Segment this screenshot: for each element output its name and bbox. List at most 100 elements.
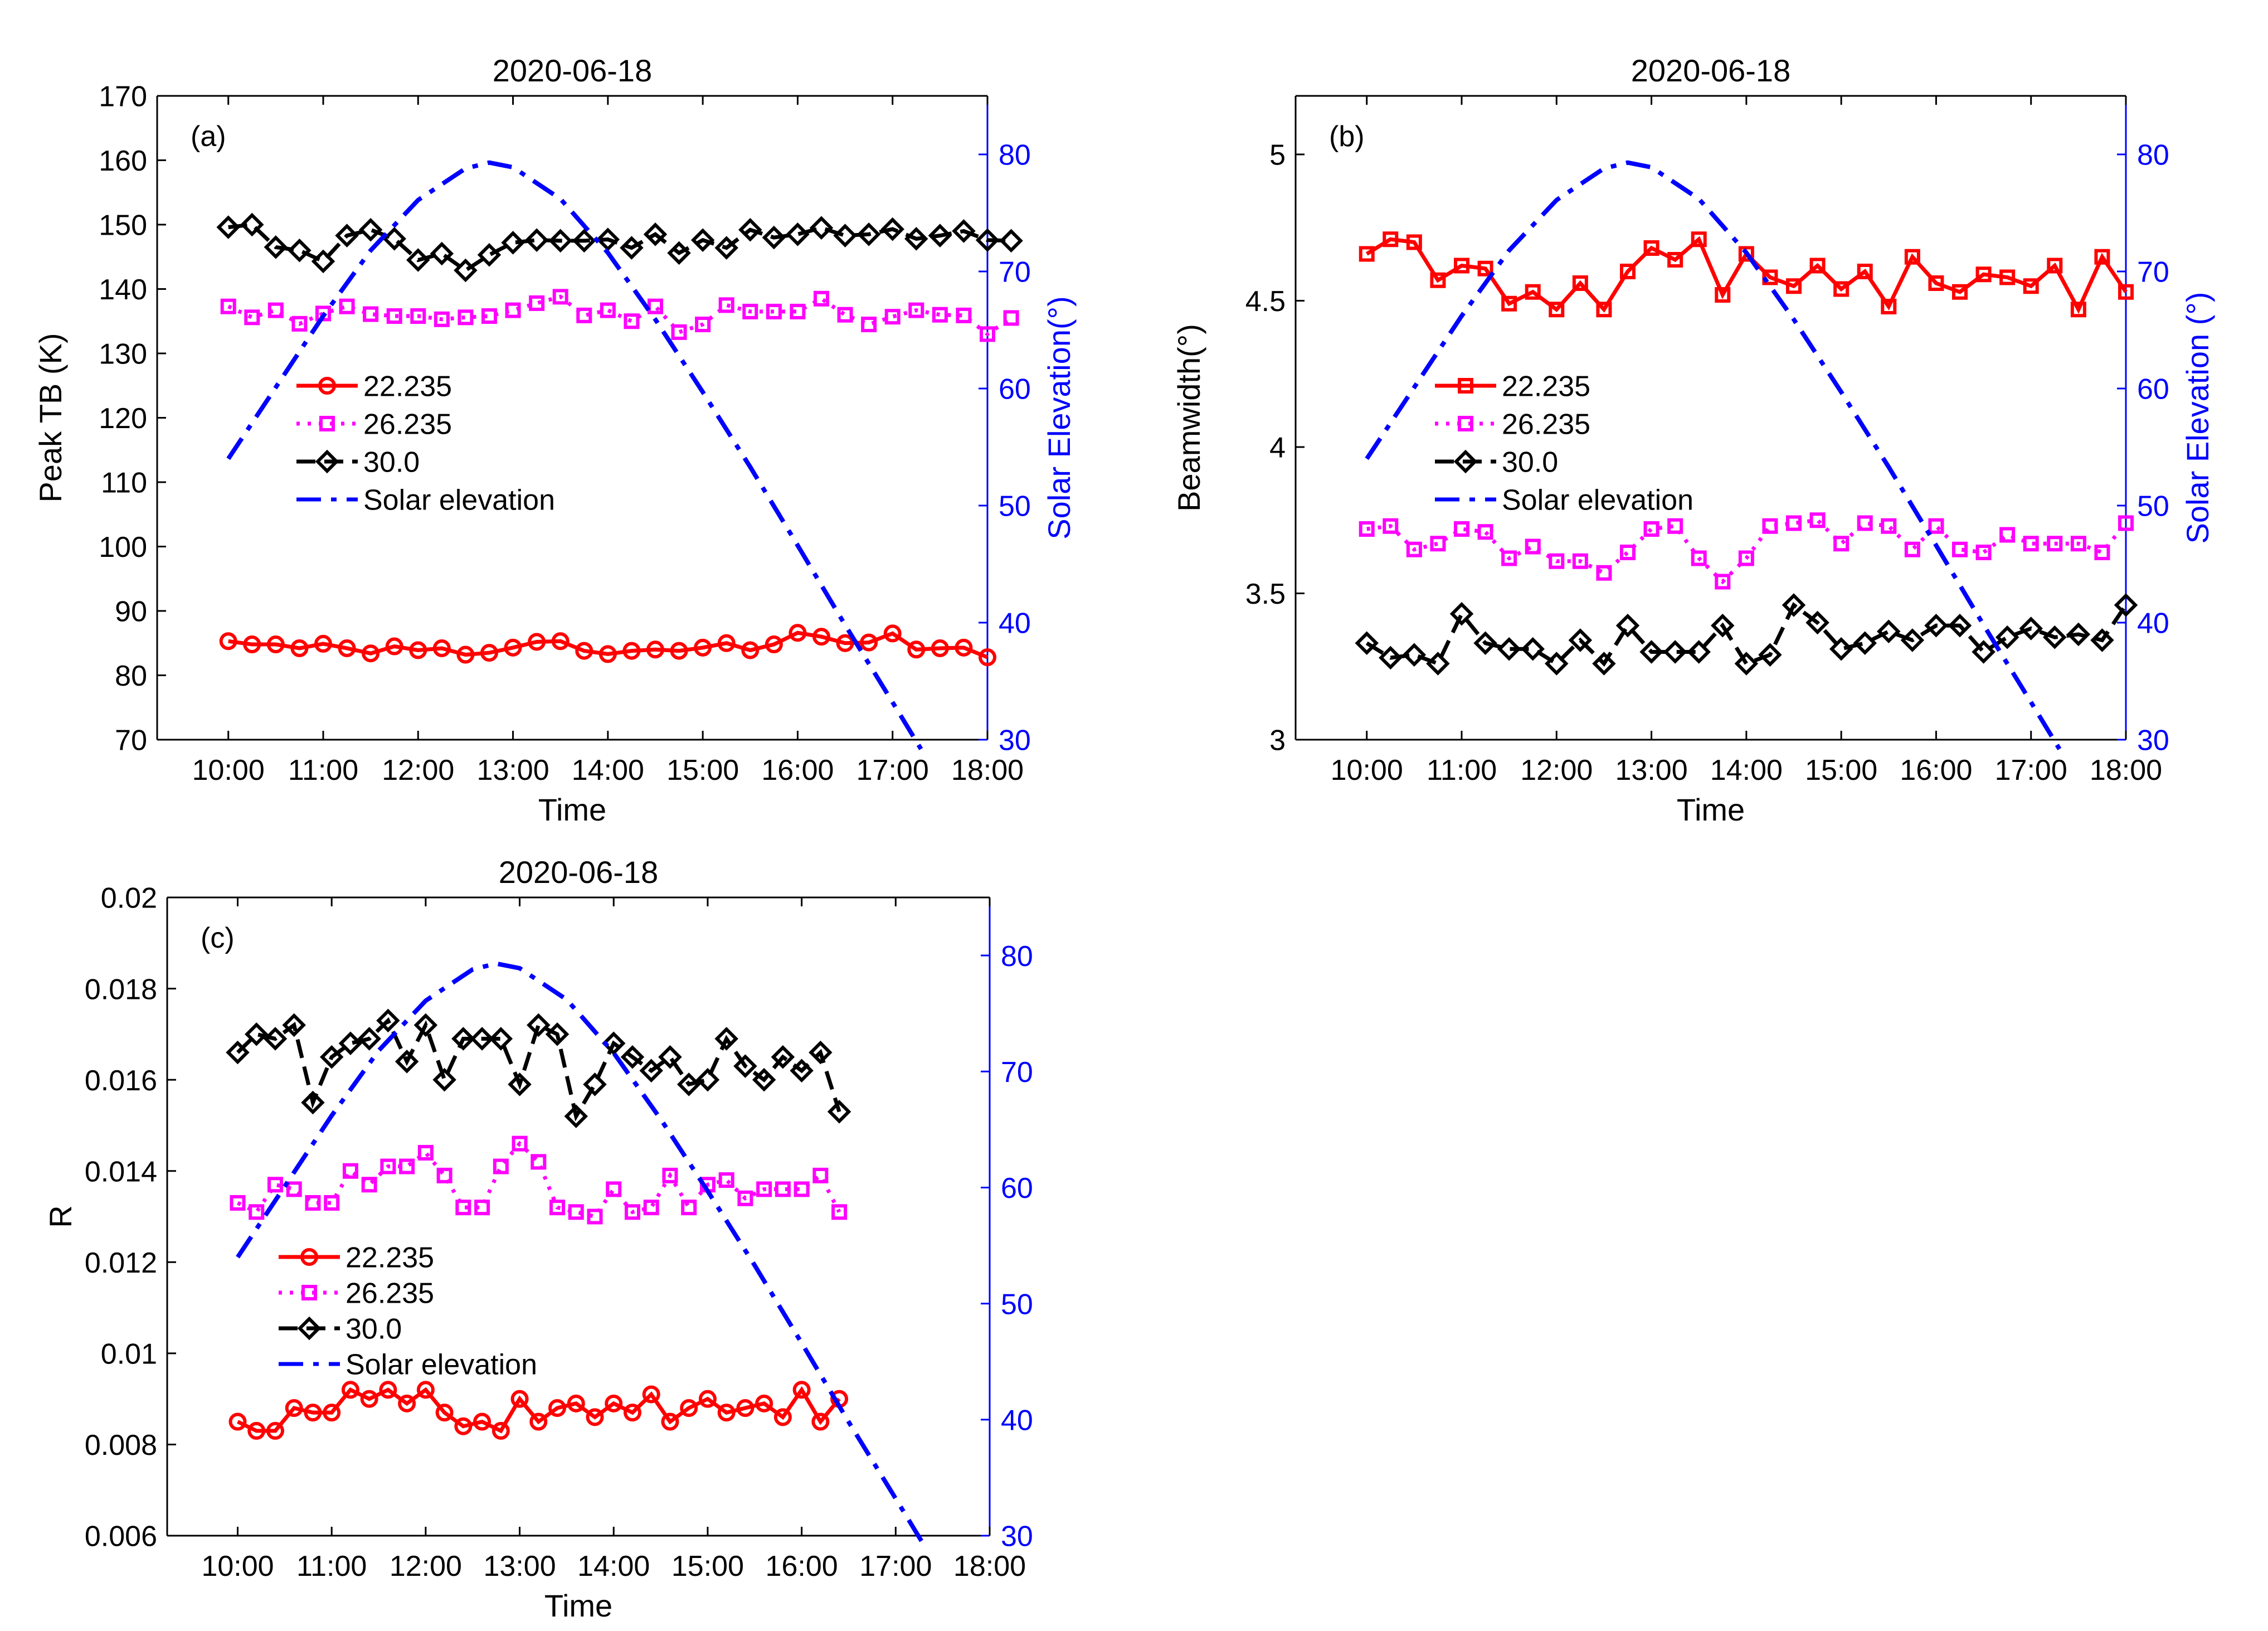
data-point <box>1383 231 1399 247</box>
legend-label: 30.0 <box>363 446 420 479</box>
x-tick-label: 14:00 <box>1710 754 1783 787</box>
data-point <box>643 222 668 246</box>
data-point <box>2118 515 2134 531</box>
data-point <box>775 1181 791 1197</box>
data-point <box>548 1399 567 1417</box>
data-point <box>406 248 430 272</box>
data-point <box>1453 449 1478 474</box>
data-point <box>1355 631 1379 655</box>
data-point <box>267 302 284 318</box>
data-point <box>1762 269 1778 285</box>
data-point <box>762 225 786 250</box>
x-tick-label: 16:00 <box>766 1550 838 1583</box>
data-point <box>1572 553 1588 569</box>
data-point <box>676 1072 701 1096</box>
data-point <box>1458 416 1473 431</box>
data-point <box>240 212 264 237</box>
data-point <box>2070 536 2086 552</box>
legend-label: Solar elevation <box>1502 484 1693 517</box>
data-point <box>952 219 976 243</box>
data-point <box>363 306 379 322</box>
x-tick-label: 11:00 <box>1427 754 1497 787</box>
panel-label: (a) <box>191 120 226 153</box>
data-point <box>2023 278 2039 294</box>
data-point <box>671 324 687 340</box>
x-axis-label: Time <box>544 1588 612 1623</box>
data-point <box>811 1412 830 1431</box>
data-point <box>474 1200 490 1216</box>
data-point <box>1568 628 1593 652</box>
data-point <box>266 1421 284 1440</box>
x-tick-label: 12:00 <box>382 754 454 787</box>
data-point <box>510 1390 529 1408</box>
data-point <box>219 632 237 651</box>
data-point <box>489 1027 513 1051</box>
data-point <box>1782 593 1806 617</box>
data-point <box>434 311 450 327</box>
data-point <box>1383 518 1399 534</box>
series-line <box>227 294 1013 337</box>
y-tick-label: 150 <box>99 210 147 242</box>
x-tick-label: 17:00 <box>1995 754 2067 787</box>
x-tick-label: 17:00 <box>859 1550 932 1583</box>
data-point <box>814 290 829 307</box>
data-point <box>2066 622 2091 647</box>
data-point <box>622 642 641 660</box>
data-point <box>928 224 952 247</box>
y-tick-label: 100 <box>99 531 147 564</box>
data-point <box>1975 266 1992 283</box>
y2-tick-label: 30 <box>2137 725 2169 757</box>
data-point <box>399 1158 415 1174</box>
legend-label: 22.235 <box>345 1242 434 1274</box>
y-tick-label: 0.02 <box>101 882 157 915</box>
data-point <box>362 644 380 663</box>
data-point <box>477 243 502 267</box>
data-point <box>409 641 427 659</box>
data-point <box>549 1200 566 1216</box>
data-point <box>1904 249 1920 265</box>
y-tick-label: 0.012 <box>85 1247 157 1279</box>
data-point <box>1639 640 1663 664</box>
data-point <box>831 1204 848 1220</box>
y-tick-label: 0.016 <box>85 1065 157 1097</box>
y-axis-label: R <box>43 1205 78 1227</box>
x-tick-label: 10:00 <box>201 1550 274 1583</box>
data-point <box>1786 515 1802 531</box>
data-point <box>752 1067 776 1092</box>
x-tick-label: 15:00 <box>1805 754 1877 787</box>
data-point <box>512 1135 528 1152</box>
data-point <box>1853 631 1877 655</box>
data-point <box>600 302 616 318</box>
data-point <box>1406 541 1422 557</box>
data-point <box>602 1031 626 1055</box>
data-point <box>501 231 525 255</box>
data-point <box>765 635 783 654</box>
data-point <box>1928 275 1944 291</box>
data-point <box>755 1394 773 1412</box>
series-26-235 <box>220 289 1019 342</box>
data-point <box>1402 643 1427 667</box>
y2-tick-label: 70 <box>999 256 1031 289</box>
data-point <box>528 633 546 651</box>
series-line <box>236 1386 841 1434</box>
data-point <box>680 1399 698 1417</box>
data-point <box>1667 518 1683 534</box>
y2-axis-label: Solar Elevation (°) <box>2180 292 2215 544</box>
series-line <box>1366 518 2128 585</box>
data-point <box>736 1399 755 1417</box>
data-point <box>335 224 359 247</box>
data-point <box>1857 515 1873 531</box>
x-tick-label: 12:00 <box>1520 754 1593 787</box>
data-point <box>430 241 454 266</box>
y-tick-label: 0.018 <box>85 973 157 1006</box>
data-point <box>416 1381 435 1399</box>
data-point <box>249 1204 265 1220</box>
y2-tick-label: 70 <box>1001 1056 1033 1089</box>
data-point <box>2047 536 2063 552</box>
data-point <box>714 236 738 260</box>
data-point <box>432 639 451 657</box>
data-point <box>548 229 572 253</box>
data-point <box>837 307 853 323</box>
data-point <box>717 1404 736 1422</box>
y2-tick-label: 70 <box>2137 256 2169 289</box>
